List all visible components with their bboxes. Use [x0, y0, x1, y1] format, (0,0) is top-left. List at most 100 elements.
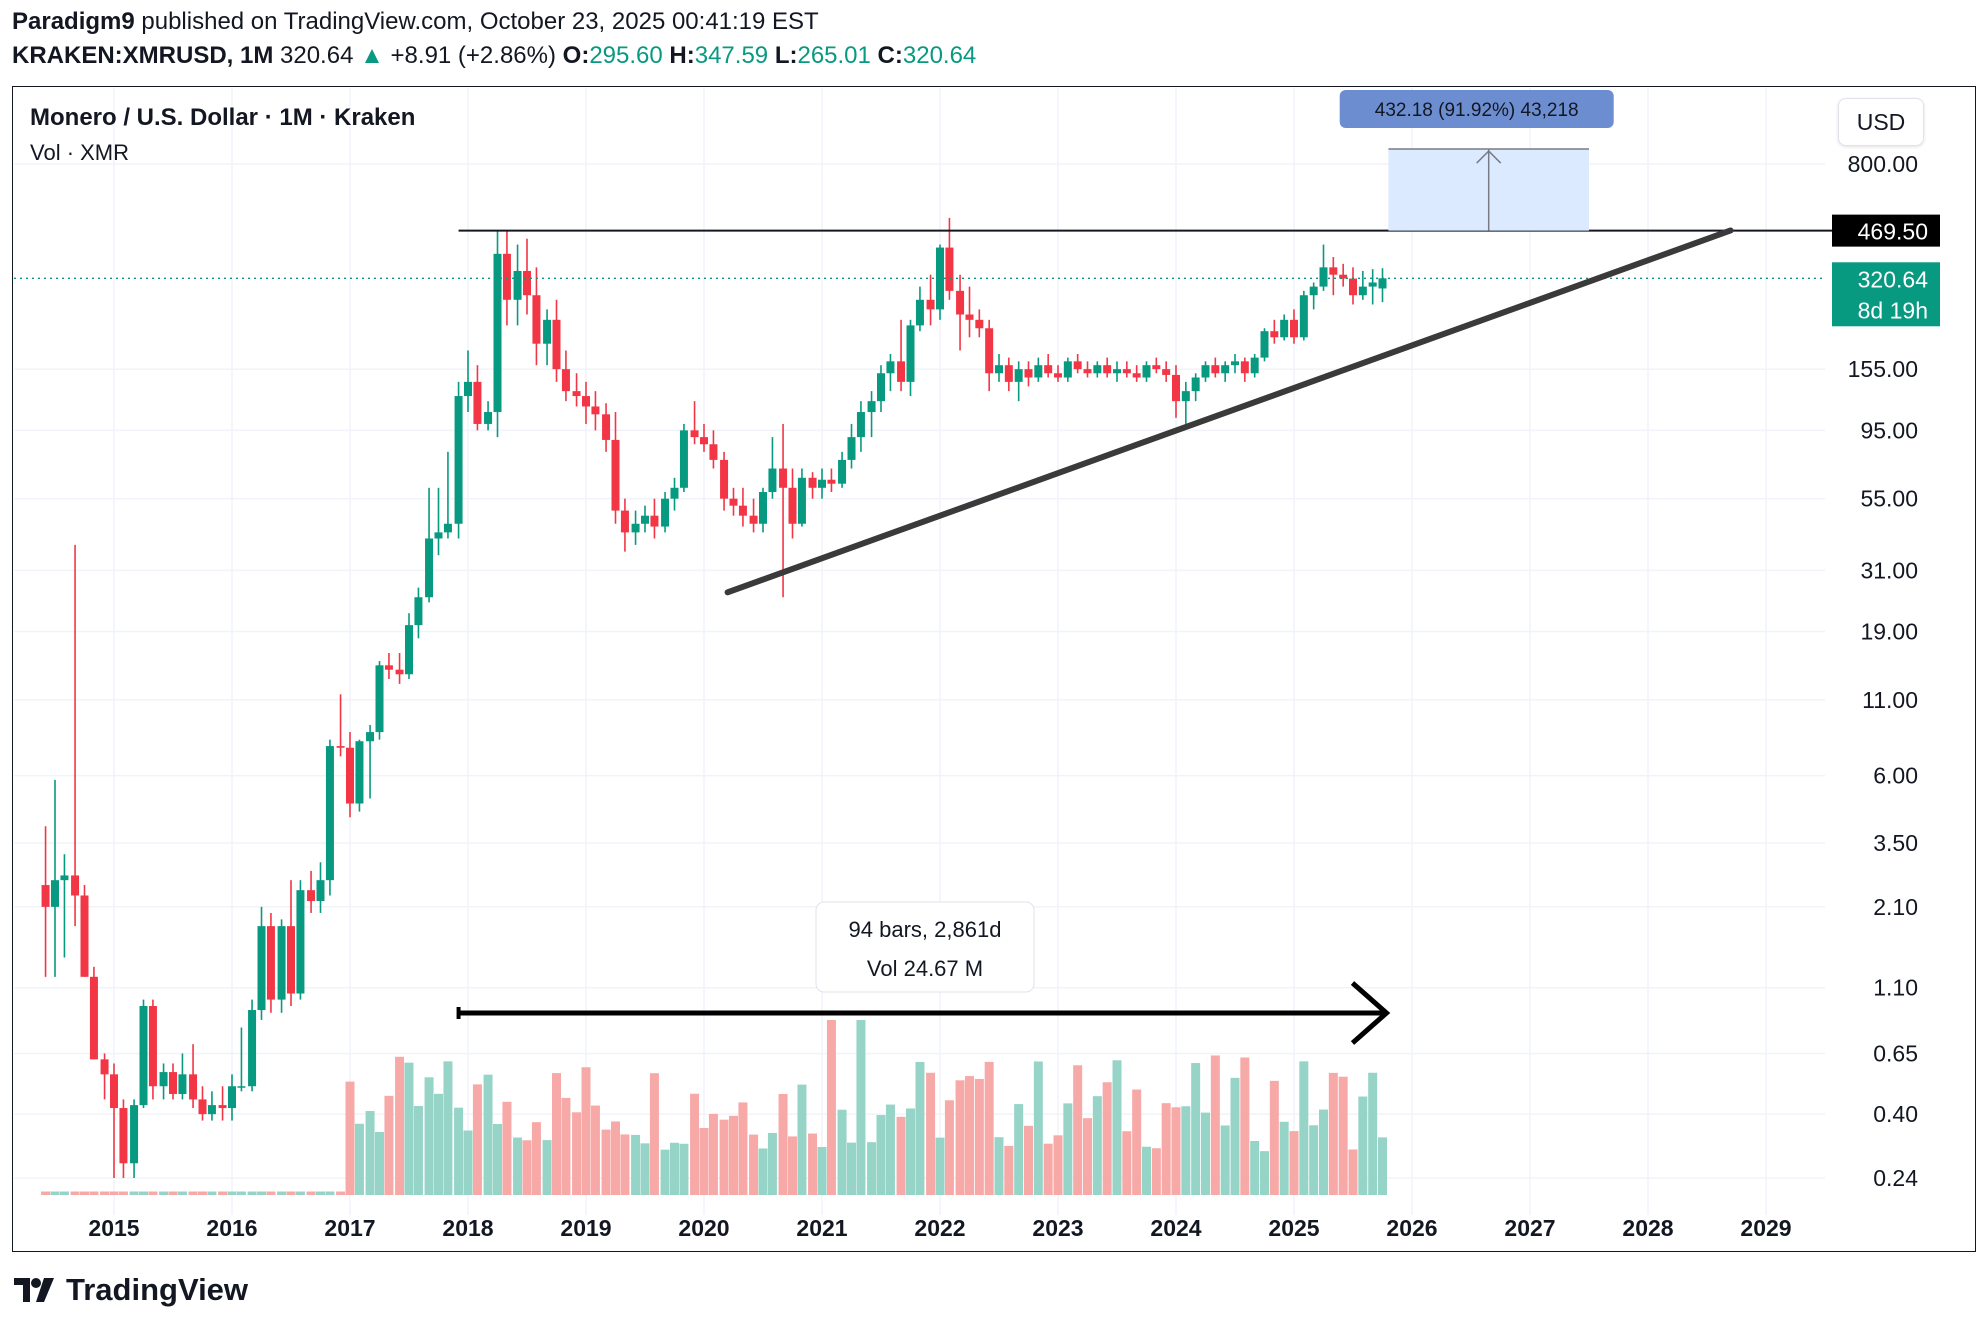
candle-body [768, 468, 777, 493]
close-label: C: [877, 42, 903, 69]
candle-body [1221, 365, 1230, 374]
brand-name: TradingView [66, 1272, 249, 1307]
y-tick-label: 3.50 [1873, 830, 1918, 856]
candle-body [454, 396, 463, 524]
candle [906, 319, 915, 397]
candle-body [788, 487, 797, 524]
candle-body [513, 270, 522, 300]
candle-body [316, 880, 325, 902]
volume-bar [749, 1134, 759, 1195]
candle-body [1290, 319, 1298, 338]
candle [847, 423, 856, 469]
y-tick-label: 6.00 [1873, 763, 1918, 789]
candle-body [1024, 369, 1033, 378]
candle-body [552, 319, 561, 370]
y-tick-label: 2.10 [1873, 894, 1918, 920]
candle-body [838, 459, 847, 484]
volume-bar [797, 1084, 807, 1195]
candle [709, 430, 718, 469]
tradingview-logo: TradingView [14, 1272, 248, 1308]
volume-bar [1328, 1072, 1338, 1195]
candle-body [690, 430, 699, 438]
candle [572, 373, 581, 407]
candle-body [572, 391, 581, 397]
candle-body [1329, 267, 1338, 275]
volume-bar [581, 1067, 591, 1195]
candle-body [1083, 369, 1092, 374]
candle [473, 365, 482, 431]
volume-bar [218, 1191, 228, 1195]
volume-bar [1260, 1151, 1269, 1195]
volume-bar [896, 1116, 906, 1195]
volume-bar [1171, 1107, 1181, 1195]
candle [277, 919, 286, 1013]
candle-body [985, 328, 994, 374]
volume-bar [1240, 1057, 1250, 1195]
volume-bar [1309, 1125, 1319, 1195]
candle [1034, 357, 1043, 382]
resistance-price-badge [1832, 214, 1940, 247]
candle [1260, 328, 1269, 362]
candle [1103, 357, 1112, 378]
candle-body [709, 444, 718, 460]
candle [1014, 361, 1023, 402]
candle [434, 487, 443, 556]
candle [1093, 361, 1102, 378]
volume-bar [660, 1149, 670, 1195]
volume-bar [1033, 1061, 1043, 1195]
candle-body [1162, 369, 1171, 375]
volume-bar [738, 1102, 748, 1195]
candle [71, 544, 80, 927]
volume-bar [443, 1061, 453, 1195]
x-tick-label: 2022 [914, 1215, 965, 1241]
candle-body [1339, 274, 1348, 279]
currency-button[interactable]: USD [1838, 98, 1924, 146]
candle-body [602, 414, 611, 440]
candle [1290, 309, 1298, 344]
volume-bar [699, 1128, 709, 1195]
candle-body [189, 1074, 198, 1100]
volume-bar [1210, 1055, 1220, 1195]
candle [355, 739, 364, 812]
volume-bar [129, 1191, 139, 1195]
x-tick-label: 2016 [206, 1215, 257, 1241]
volume-bar [148, 1191, 158, 1195]
candle [218, 1086, 227, 1121]
candle [679, 423, 688, 493]
candle-body [159, 1072, 168, 1087]
candle [936, 244, 944, 320]
low-label: L: [774, 42, 798, 69]
x-tick-label: 2024 [1150, 1215, 1201, 1241]
candle [405, 613, 413, 679]
volume-bar [1151, 1148, 1161, 1195]
candle-body [1113, 369, 1121, 374]
candle [80, 885, 89, 977]
volume-bar [1201, 1112, 1210, 1195]
candle [346, 732, 354, 818]
volume-bar [1289, 1131, 1299, 1195]
candle [248, 999, 257, 1092]
candle [1299, 290, 1308, 341]
candle-body [366, 732, 375, 742]
volume-bar [778, 1093, 788, 1195]
volume-series [41, 1020, 1387, 1195]
candle-body [532, 295, 541, 344]
volume-bar [826, 1020, 836, 1195]
candle [1378, 268, 1387, 303]
volume-bar [1230, 1077, 1240, 1195]
candle-body [995, 365, 1003, 374]
candle [797, 468, 806, 527]
volume-bar [876, 1115, 886, 1195]
candle [956, 274, 965, 351]
candle [1368, 269, 1377, 305]
volume-bar [404, 1062, 414, 1195]
y-tick-label: 1.10 [1873, 975, 1918, 1001]
candle-body [80, 895, 89, 977]
candle [1240, 357, 1249, 382]
candle [818, 468, 826, 499]
candle [51, 779, 59, 977]
candle-body [414, 597, 423, 626]
x-tick-label: 2019 [560, 1215, 611, 1241]
candle-body [915, 299, 924, 326]
